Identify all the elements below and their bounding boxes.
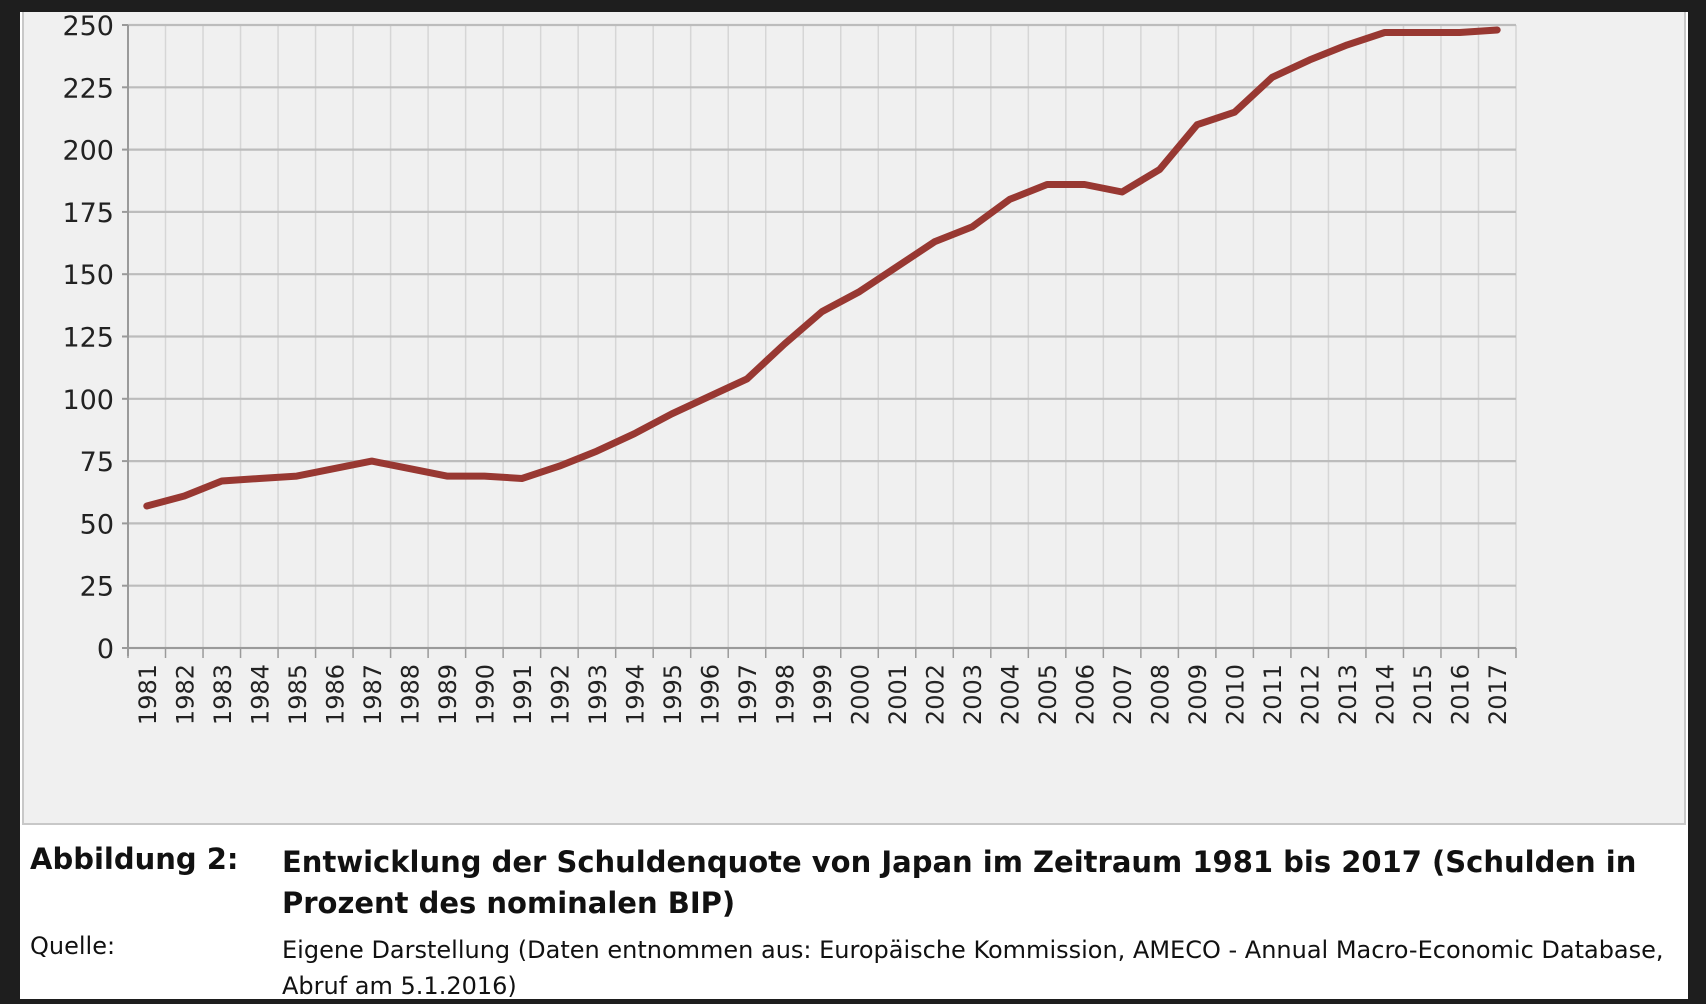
source-text: Eigene Darstellung (Daten entnommen aus:…	[282, 936, 1664, 1000]
y-tick-label: 150	[62, 260, 114, 291]
x-tick-label: 1982	[171, 664, 199, 725]
x-tick-label: 1986	[321, 664, 349, 725]
x-tick-label: 2014	[1372, 664, 1400, 725]
x-tick-label: 1985	[284, 664, 312, 725]
x-tick-label: 2009	[1184, 664, 1212, 725]
x-tick-label: 2002	[922, 664, 950, 725]
caption-text: Entwicklung der Schuldenquote von Japan …	[282, 845, 1637, 920]
figure-frame: 0 25 50 75 100 125 150 175 200 225 250 1981 1982 198…	[20, 12, 1688, 1000]
chart-panel: 0 25 50 75 100 125 150 175 200 225 250 1981 1982 198…	[22, 12, 1686, 825]
x-tick-label: 1997	[734, 664, 762, 725]
y-tick-label: 25	[80, 572, 114, 603]
x-tick-label: 2016	[1447, 664, 1475, 725]
y-tick-label: 0	[97, 634, 114, 665]
x-tick-label: 1990	[471, 664, 499, 725]
x-tick-label: 2012	[1297, 664, 1325, 725]
y-tick-label: 175	[62, 198, 114, 229]
source-label: Quelle:	[30, 932, 116, 960]
x-tick-label: 1981	[134, 664, 162, 725]
y-tick-label: 100	[62, 385, 114, 416]
x-tick-label: 1998	[771, 664, 799, 725]
x-tick-label: 2017	[1484, 664, 1512, 725]
x-tick-label: 2005	[1034, 664, 1062, 725]
x-tick-label: 2007	[1109, 664, 1137, 725]
x-tick-label: 1988	[396, 664, 424, 725]
x-tick-label: 1989	[434, 664, 462, 725]
x-tick-label: 2011	[1259, 664, 1287, 725]
x-tick-label: 1984	[246, 664, 274, 725]
y-tick-label: 200	[62, 136, 114, 167]
x-tick-label: 1995	[659, 664, 687, 725]
x-tick-label: 2015	[1409, 664, 1437, 725]
x-tick-label: 1987	[359, 664, 387, 725]
x-tick-label: 2001	[884, 664, 912, 725]
x-tick-label: 1996	[696, 664, 724, 725]
y-tick-label: 250	[62, 12, 114, 42]
line-chart: 0 25 50 75 100 125 150 175 200 225 250 1981 1982 198…	[62, 12, 1517, 725]
x-tick-label: 2008	[1147, 664, 1175, 725]
figure-caption: Abbildung 2: Entwicklung der Schuldenquo…	[20, 842, 1688, 1000]
x-tick-label: 2013	[1334, 664, 1362, 725]
caption-label: Abbildung 2:	[30, 842, 239, 876]
x-tick-label: 2003	[959, 664, 987, 725]
x-tick-label: 1991	[509, 664, 537, 725]
y-tick-label: 125	[62, 323, 114, 354]
x-tick-label: 2006	[1072, 664, 1100, 725]
x-tick-label: 2010	[1222, 664, 1250, 725]
y-tick-label: 75	[80, 447, 114, 478]
y-tick-label: 50	[80, 509, 114, 540]
x-tick-label: 1992	[546, 664, 574, 725]
x-tick-label: 1983	[209, 664, 237, 725]
x-tick-label: 2004	[997, 664, 1025, 725]
series-line	[143, 26, 1501, 510]
x-tick-label: 1993	[584, 664, 612, 725]
x-tick-label: 1999	[809, 664, 837, 725]
x-tick-label: 1994	[621, 664, 649, 725]
y-tick-label: 225	[62, 73, 114, 104]
x-tick-label: 2000	[847, 664, 875, 725]
